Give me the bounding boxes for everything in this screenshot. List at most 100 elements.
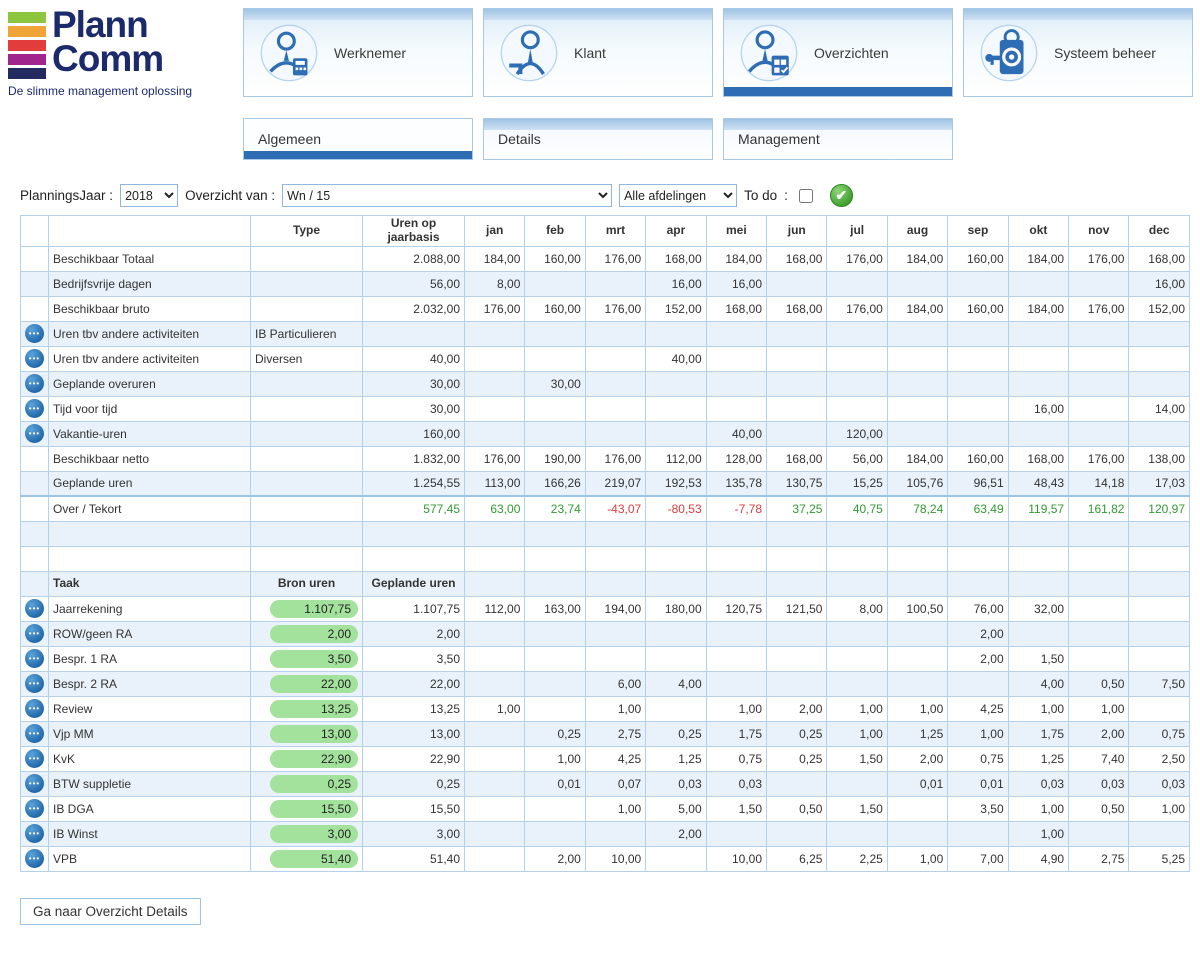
- month-value-cell: 166,26: [524, 470, 586, 497]
- month-value-cell: 16,00: [705, 270, 768, 297]
- row-label-cell: Beschikbaar bruto: [48, 295, 251, 322]
- month-value-cell: 1,50: [826, 795, 888, 822]
- month-value-cell: 2,00: [1068, 720, 1130, 747]
- row-options-icon[interactable]: •••: [25, 699, 44, 719]
- month-value-cell: [584, 620, 647, 647]
- department-select[interactable]: Alle afdelingen: [619, 184, 738, 207]
- table-row: ••• Vakantie-uren 160,00 40,00 120,00: [20, 420, 1190, 447]
- row-menu-cell: •••: [20, 670, 49, 697]
- month-value-cell: [826, 370, 888, 397]
- planned-hours-cell: 22,90: [362, 745, 465, 772]
- subtab-management[interactable]: Management: [723, 118, 953, 160]
- planning-year-select[interactable]: 2018: [120, 184, 179, 207]
- header-month-cell: apr: [645, 215, 707, 247]
- subtab-label: Algemeen: [258, 131, 322, 147]
- month-value-cell: 1,00: [463, 695, 526, 722]
- row-options-icon[interactable]: •••: [25, 824, 44, 844]
- row-menu-cell-empty: [20, 270, 49, 297]
- signed-value: 40,75: [852, 501, 883, 516]
- row-options-icon[interactable]: •••: [25, 724, 44, 744]
- month-value-cell: 30,00: [524, 370, 586, 397]
- row-options-icon[interactable]: •••: [25, 424, 44, 444]
- row-label-cell: Uren tbv andere activiteiten: [48, 345, 251, 372]
- table-row: Beschikbaar Totaal 2.088,00 184,00 160,00 17…: [20, 245, 1190, 272]
- month-value-cell: 4,00: [1007, 670, 1070, 697]
- month-value-cell: 112,00: [463, 595, 526, 622]
- go-to-overview-details-button[interactable]: Ga naar Overzicht Details: [20, 897, 201, 925]
- header-month-cell: [463, 570, 526, 597]
- month-value-cell: 48,43: [1007, 470, 1070, 497]
- row-options-icon[interactable]: •••: [25, 599, 44, 619]
- month-value-cell: [705, 620, 768, 647]
- row-menu-cell-empty: [20, 470, 49, 497]
- tab-klant[interactable]: Klant: [483, 8, 713, 97]
- row-menu-cell: •••: [20, 770, 49, 797]
- month-value-cell: 0,03: [1068, 770, 1130, 797]
- month-value-cell: [645, 420, 707, 447]
- month-value-cell: 168,00: [766, 245, 828, 272]
- month-value-cell: [584, 420, 647, 447]
- month-value-cell: [886, 270, 949, 297]
- row-options-icon[interactable]: •••: [25, 349, 44, 369]
- month-value-cell: 17,03: [1128, 470, 1190, 497]
- overview-of-select[interactable]: Wn / 15: [282, 184, 613, 207]
- month-value-cell: [705, 345, 768, 372]
- confirm-check-icon[interactable]: ✔: [829, 184, 853, 207]
- table-row: [20, 520, 1190, 547]
- row-options-icon[interactable]: •••: [25, 849, 44, 869]
- todo-checkbox[interactable]: [798, 188, 813, 203]
- empty-cell: [463, 520, 526, 547]
- row-menu-cell: •••: [20, 720, 49, 747]
- header-month-cell: mei: [705, 215, 768, 247]
- row-options-icon[interactable]: •••: [25, 399, 44, 419]
- month-value-cell: [826, 645, 888, 672]
- row-options-icon[interactable]: •••: [25, 649, 44, 669]
- subtab-algemeen[interactable]: Algemeen: [243, 118, 473, 160]
- row-options-icon[interactable]: •••: [25, 799, 44, 819]
- planned-hours-cell: 3,50: [362, 645, 465, 672]
- row-options-icon[interactable]: •••: [25, 674, 44, 694]
- month-value-cell: 160,00: [947, 445, 1009, 472]
- month-value-cell: [826, 395, 888, 422]
- month-value-cell: [463, 620, 526, 647]
- sub-nav: Algemeen Details Management: [243, 118, 1200, 160]
- empty-cell: [1007, 545, 1070, 572]
- month-value-cell: 0,25: [524, 720, 586, 747]
- tab-werknemer[interactable]: Werknemer: [243, 8, 473, 97]
- row-menu-cell: •••: [20, 345, 49, 372]
- row-options-icon[interactable]: •••: [25, 324, 44, 344]
- month-value-cell: [1068, 420, 1130, 447]
- year-total-cell: 1.832,00: [362, 445, 465, 472]
- subtab-label: Details: [498, 131, 541, 147]
- logo-bar: [8, 40, 46, 51]
- row-label-cell: Geplande overuren: [48, 370, 251, 397]
- table-row: Over / Tekort 577,45 63,00 23,74 -43,07 -80,5…: [20, 495, 1190, 522]
- header-year-basis-cell: Uren op jaarbasis: [362, 215, 465, 247]
- header-month-cell: [947, 570, 1009, 597]
- type-cell: [250, 270, 363, 297]
- month-value-cell: [1128, 320, 1190, 347]
- month-value-cell: [645, 320, 707, 347]
- row-options-icon[interactable]: •••: [25, 774, 44, 794]
- todo-separator: :: [784, 188, 788, 203]
- row-options-icon[interactable]: •••: [25, 374, 44, 394]
- tab-overzichten[interactable]: Overzichten: [723, 8, 953, 97]
- month-value-cell: 10,00: [705, 845, 768, 872]
- brand-name: Plann Comm: [52, 6, 164, 77]
- month-value-cell: 4,25: [584, 745, 647, 772]
- month-value-cell: 135,78: [705, 470, 768, 497]
- month-value-cell: 15,25: [826, 470, 888, 497]
- row-options-icon[interactable]: •••: [25, 749, 44, 769]
- empty-cell: [524, 545, 586, 572]
- row-options-icon[interactable]: •••: [25, 624, 44, 644]
- tab-systeem-beheer[interactable]: Systeem beheer: [963, 8, 1193, 97]
- month-value-cell: 2,00: [947, 620, 1009, 647]
- month-value-cell: 112,00: [645, 445, 707, 472]
- signed-value: 78,24: [913, 501, 944, 516]
- source-hours-badge: 2,00: [270, 624, 358, 643]
- empty-cell: [947, 520, 1009, 547]
- month-value-cell: 8,00: [826, 595, 888, 622]
- month-value-cell: 2,00: [645, 820, 707, 847]
- subtab-details[interactable]: Details: [483, 118, 713, 160]
- empty-cell: [826, 520, 888, 547]
